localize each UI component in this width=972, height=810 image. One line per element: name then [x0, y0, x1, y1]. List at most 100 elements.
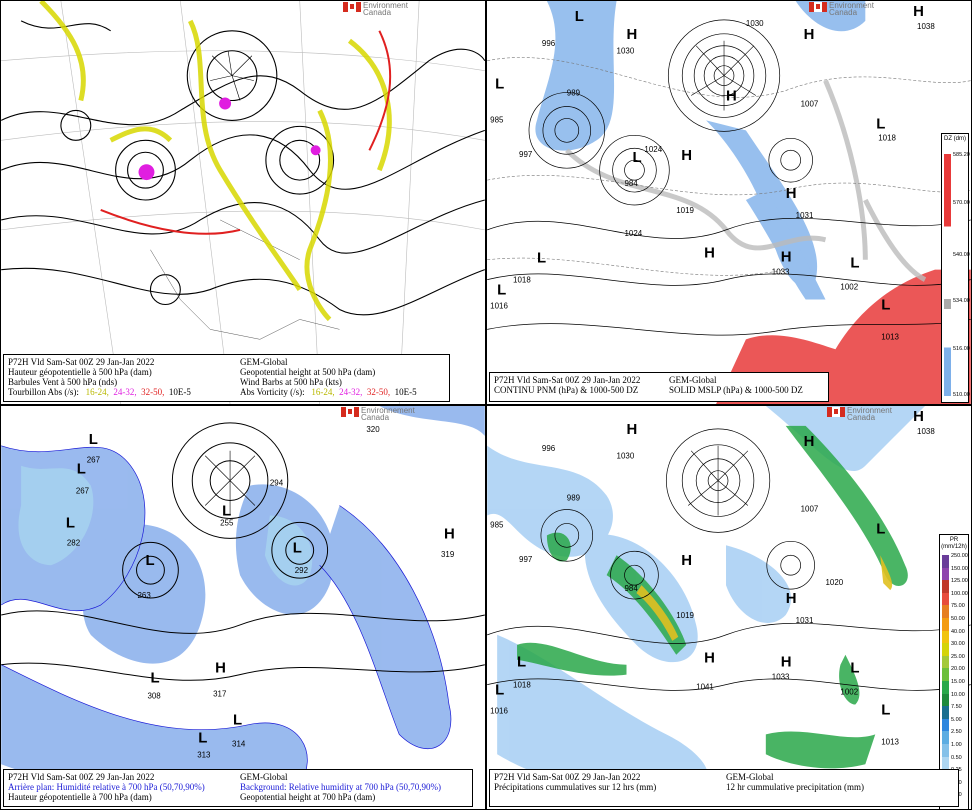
caption-fr: P72H Vld Sam-Sat 00Z 29 Jan-Jan 2022 [8, 772, 155, 782]
legend-tick: 7.50 [951, 704, 962, 711]
vort-band-2: 24-32, [339, 387, 363, 397]
svg-text:H: H [681, 552, 692, 569]
thickness-legend: DZ (dm) 585.20 570.00 540.00 534.00 516.… [941, 133, 970, 403]
caption-fr: P72H Vld Sam-Sat 00Z 29 Jan-Jan 2022 [494, 375, 641, 385]
legend-cell [942, 731, 949, 744]
svg-text:L: L [850, 660, 859, 677]
vort-band-2: 24-32, [113, 387, 137, 397]
agency-country: Canada [361, 413, 390, 422]
caption-en: SOLID MSLP (hPa) & 1000-500 DZ [669, 385, 803, 395]
height-label: 267 [76, 487, 90, 496]
svg-text:L: L [632, 149, 641, 166]
legend-tick: 50.00 [951, 616, 965, 622]
pressure-label: 1007 [801, 99, 819, 108]
svg-text:H: H [681, 147, 692, 164]
pressure-label: 1030 [617, 47, 635, 56]
svg-text:H: H [726, 88, 737, 105]
height-label: 313 [197, 750, 211, 759]
legend-cell [942, 655, 949, 669]
legend-cell [942, 744, 949, 757]
panel-caption: P72H Vld Sam-Sat 00Z 29 Jan-Jan 2022 GEM-… [3, 769, 473, 807]
pressure-label: 1030 [617, 452, 635, 461]
height-label: 317 [213, 690, 227, 699]
svg-text:L: L [293, 539, 302, 556]
legend-cell [942, 555, 949, 568]
pressure-label: 1016 [490, 301, 508, 310]
canada-flag-icon [341, 407, 359, 417]
svg-text:H: H [704, 245, 715, 262]
vort-band-3: 32-50, [141, 387, 165, 397]
panel-500hpa-vorticity: Environment Canada P72H Vld Sam-Sat 00Z 2… [0, 0, 486, 405]
svg-text:H: H [913, 3, 924, 20]
legend-tick: 516.00 [953, 346, 970, 352]
svg-text:L: L [145, 552, 154, 569]
height-label: 267 [87, 456, 101, 465]
svg-text:H: H [804, 26, 815, 43]
svg-text:L: L [575, 8, 584, 25]
vort-band-3: 32-50, [366, 387, 391, 397]
legend-cell [942, 592, 949, 606]
svg-text:H: H [804, 433, 815, 450]
legend-cell [942, 643, 949, 656]
legend-cell [942, 681, 949, 694]
pressure-label: 1031 [796, 616, 814, 625]
pressure-label: 996 [542, 39, 556, 48]
legend-tick: 540.00 [953, 252, 970, 258]
pressure-label: 1016 [490, 706, 508, 715]
svg-text:L: L [222, 502, 231, 519]
legend-tick: 30.00 [951, 641, 965, 648]
svg-text:H: H [444, 525, 455, 542]
height-label: 282 [67, 538, 81, 547]
legend-colorbar [944, 154, 951, 396]
pressure-label: 1038 [917, 427, 935, 436]
pressure-label: 996 [542, 444, 556, 453]
legend-cell [942, 706, 949, 719]
height-label: 319 [441, 550, 455, 559]
svg-text:H: H [215, 660, 226, 677]
pressure-label: 1033 [772, 673, 790, 682]
pressure-label: 1024 [625, 229, 643, 238]
caption-en: Background: Relative humidity at 700 hPa… [240, 782, 441, 792]
vort-band-1: 16-24, [85, 387, 109, 397]
caption-en: GEM-Global [240, 772, 288, 782]
caption-fr: Barbules Vent à 500 hPa (nds) [8, 377, 118, 387]
svg-text:L: L [495, 682, 504, 699]
legend-tick: 15.00 [951, 679, 965, 685]
svg-text:L: L [233, 711, 242, 728]
caption-fr: P72H Vld Sam-Sat 00Z 29 Jan-Jan 2022 [494, 772, 641, 782]
caption-fr: Arrière plan: Humidité relative à 700 hP… [8, 782, 205, 792]
vorticity-legend-fr: Tourbillon Abs (/s): 16-24, 24-32, 32-50… [8, 387, 240, 397]
pressure-label: 1038 [917, 22, 935, 31]
vort-label: Abs Vorticity (/s): [240, 387, 305, 397]
legend-tick: 20.00 [951, 666, 965, 673]
map-500hpa [1, 1, 485, 404]
pressure-label: 1018 [513, 276, 531, 285]
svg-text:L: L [881, 296, 890, 313]
svg-text:L: L [150, 670, 159, 687]
pressure-label: 1013 [881, 737, 899, 746]
legend-cell [942, 605, 949, 618]
agency-name: Environment [847, 406, 892, 415]
svg-text:L: L [77, 461, 86, 478]
height-label: 263 [138, 591, 152, 600]
pressure-label: 1031 [796, 211, 814, 220]
svg-text:L: L [881, 701, 890, 718]
caption-fr: P72H Vld Sam-Sat 00Z 29 Jan-Jan 2022 [8, 357, 155, 367]
vort-unit: 10E-5 [168, 387, 191, 397]
legend-tick: 0.50 [951, 754, 962, 761]
pressure-label: 1007 [801, 504, 819, 513]
svg-text:L: L [537, 250, 546, 267]
caption-fr: Précipitations cummulatives sur 12 hrs (… [494, 782, 657, 792]
agency-country: Canada [829, 8, 858, 17]
panel-caption: P72H Vld Sam-Sat 00Z 29 Jan-Jan 2022 GEM-… [3, 354, 450, 402]
svg-text:L: L [517, 654, 526, 671]
legend-cell [942, 718, 949, 732]
pressure-label: 1041 [696, 683, 714, 692]
caption-en: Geopotential height at 700 hPa (dam) [240, 792, 376, 802]
svg-text:L: L [495, 76, 504, 93]
pressure-label: 1024 [644, 145, 662, 154]
legend-tick: 5.00 [951, 716, 962, 723]
agency-name: Environment [829, 1, 874, 10]
